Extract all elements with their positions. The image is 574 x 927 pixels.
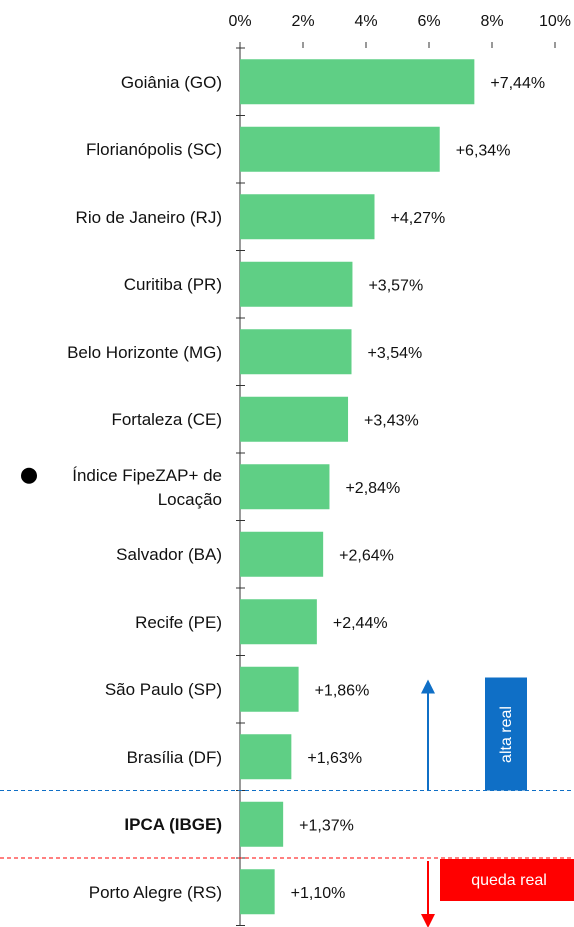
category-label: Porto Alegre (RS) (88, 882, 222, 902)
bar (240, 396, 349, 442)
bar (240, 801, 284, 847)
bar (240, 194, 375, 240)
value-label: +3,57% (368, 277, 423, 294)
arrow-head (421, 679, 435, 694)
bar (240, 869, 275, 915)
category-label: Índice FipeZAP+ de Locação (72, 465, 222, 509)
bar (240, 599, 317, 645)
annotation-text: queda real (471, 872, 547, 889)
value-label: +4,27% (391, 210, 446, 227)
x-tick-label: 2% (291, 13, 314, 30)
category-label: Brasília (DF) (126, 747, 222, 767)
bar (240, 261, 353, 307)
bar (240, 59, 475, 105)
x-tick-label: 4% (354, 13, 377, 30)
bar (240, 329, 352, 375)
x-tick-label: 0% (228, 13, 251, 30)
bar (240, 531, 324, 577)
category-label: Belo Horizonte (MG) (67, 342, 222, 362)
bar (240, 464, 330, 510)
category-label: Salvador (BA) (116, 545, 222, 565)
value-label: +2,64% (339, 547, 394, 564)
value-label: +2,44% (333, 615, 388, 632)
value-label: +1,37% (299, 817, 354, 834)
annotation-box (485, 677, 527, 791)
x-tick-label: 10% (539, 13, 571, 30)
value-label: +1,63% (307, 750, 362, 767)
bar (240, 734, 292, 780)
category-label: Fortaleza (CE) (111, 410, 222, 430)
category-label: Rio de Janeiro (RJ) (75, 207, 222, 227)
category-label: IPCA (IBGE) (124, 815, 222, 835)
category-label: Goiânia (GO) (120, 72, 222, 92)
bar (240, 126, 440, 172)
value-label: +7,44% (490, 75, 545, 92)
bar (240, 666, 299, 712)
arrow-head (421, 914, 435, 927)
category-label: Curitiba (PR) (123, 275, 222, 295)
annotation-text: alta real (498, 706, 515, 763)
value-label: +3,54% (368, 345, 423, 362)
value-label: +3,43% (364, 412, 419, 429)
value-label: +1,86% (315, 682, 370, 699)
x-tick-label: 6% (417, 13, 440, 30)
x-tick-label: 8% (480, 13, 503, 30)
value-label: +2,84% (345, 480, 400, 497)
value-label: +6,34% (456, 142, 511, 159)
category-label: Recife (PE) (135, 612, 222, 632)
value-label: +1,10% (291, 885, 346, 902)
category-label: São Paulo (SP) (104, 680, 222, 700)
marker-dot (21, 467, 37, 484)
annotation-box (440, 859, 574, 901)
category-label: Florianópolis (SC) (85, 140, 222, 160)
